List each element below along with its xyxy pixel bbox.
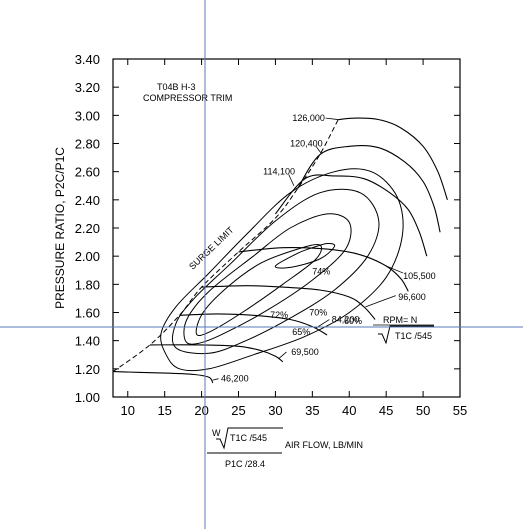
x-tick-label: 50 bbox=[416, 403, 430, 418]
speed-line-label: 46,200 bbox=[221, 374, 249, 384]
y-tick-label: 2.40 bbox=[75, 193, 100, 208]
x-tick-label: 30 bbox=[268, 403, 282, 418]
airflow-formula-numerator: T1C /545 bbox=[230, 433, 267, 443]
y-tick-label: 3.20 bbox=[75, 80, 100, 95]
speed-line bbox=[297, 144, 441, 233]
plot-frame bbox=[112, 58, 461, 398]
rpm-legend-label: RPM= N bbox=[383, 315, 417, 325]
speed-line-label: 114,100 bbox=[263, 167, 295, 177]
speed-label-leader bbox=[365, 295, 396, 308]
speed-line-label: 69,500 bbox=[291, 347, 319, 357]
speed-label-leader bbox=[315, 146, 322, 154]
efficiency-island bbox=[160, 168, 404, 372]
x-tick-label: 10 bbox=[121, 403, 135, 418]
speed-label-leader bbox=[278, 351, 287, 360]
x-axis-title: AIR FLOW, LB/MIN bbox=[285, 440, 363, 450]
x-tick-label: 55 bbox=[453, 403, 467, 418]
airflow-formula-w: W bbox=[212, 428, 221, 438]
speed-line-label: 84,200 bbox=[332, 315, 360, 325]
speed-label-leader bbox=[386, 265, 404, 274]
surge-limit-line bbox=[112, 119, 339, 373]
x-tick-label: 45 bbox=[379, 403, 393, 418]
efficiency-label: 70% bbox=[309, 307, 327, 317]
x-tick-label: 35 bbox=[305, 403, 319, 418]
y-tick-label: 1.80 bbox=[75, 277, 100, 292]
speed-line-label: 126,000 bbox=[292, 113, 325, 123]
chart-title-line: T04B H-3 bbox=[157, 82, 196, 92]
y-tick-label: 3.40 bbox=[75, 52, 100, 67]
speed-label-leader bbox=[288, 174, 295, 186]
x-tick-label: 25 bbox=[231, 403, 245, 418]
y-tick-label: 3.00 bbox=[75, 108, 100, 123]
speed-line bbox=[112, 371, 214, 384]
rpm-sqrt-symbol bbox=[378, 325, 434, 345]
y-tick-label: 1.00 bbox=[75, 390, 100, 405]
speed-line bbox=[149, 344, 284, 363]
chart-title-line: COMPRESSOR TRIM bbox=[143, 93, 232, 103]
speed-label-leader bbox=[212, 378, 219, 381]
efficiency-label: 65% bbox=[292, 327, 310, 337]
speed-line bbox=[238, 247, 409, 292]
speed-line bbox=[201, 285, 376, 320]
y-tick-label: 2.80 bbox=[75, 137, 100, 152]
airflow-formula-denominator: P1C /28.4 bbox=[225, 459, 265, 469]
y-axis-title: PRESSURE RATIO, P2C/P1C bbox=[53, 147, 67, 309]
airflow-sqrt-symbol bbox=[216, 427, 283, 450]
y-tick-label: 1.60 bbox=[75, 306, 100, 321]
speed-line-label: 105,500 bbox=[403, 271, 436, 281]
y-tick-label: 2.60 bbox=[75, 165, 100, 180]
rpm-legend-denominator: T1C /545 bbox=[395, 331, 432, 341]
y-tick-label: 1.40 bbox=[75, 334, 100, 349]
surge-limit-label: SURGE LIMIT bbox=[187, 224, 236, 271]
x-tick-label: 40 bbox=[342, 403, 356, 418]
efficiency-label: 72% bbox=[270, 310, 288, 320]
efficiency-label: 60% bbox=[344, 316, 362, 326]
speed-label-leader bbox=[325, 117, 339, 120]
efficiency-label: 74% bbox=[312, 266, 330, 276]
efficiency-island bbox=[274, 242, 336, 269]
speed-line-label: 120,400 bbox=[290, 139, 323, 149]
speed-line bbox=[274, 174, 428, 257]
x-tick-label: 15 bbox=[157, 403, 171, 418]
speed-line-label: 96,600 bbox=[398, 292, 426, 302]
speed-line bbox=[338, 117, 448, 200]
y-tick-label: 2.20 bbox=[75, 221, 100, 236]
x-tick-label: 20 bbox=[194, 403, 208, 418]
y-tick-label: 1.20 bbox=[75, 362, 100, 377]
efficiency-island bbox=[195, 243, 323, 337]
y-tick-label: 2.00 bbox=[75, 249, 100, 264]
efficiency-island bbox=[172, 188, 380, 355]
efficiency-island bbox=[183, 213, 352, 345]
